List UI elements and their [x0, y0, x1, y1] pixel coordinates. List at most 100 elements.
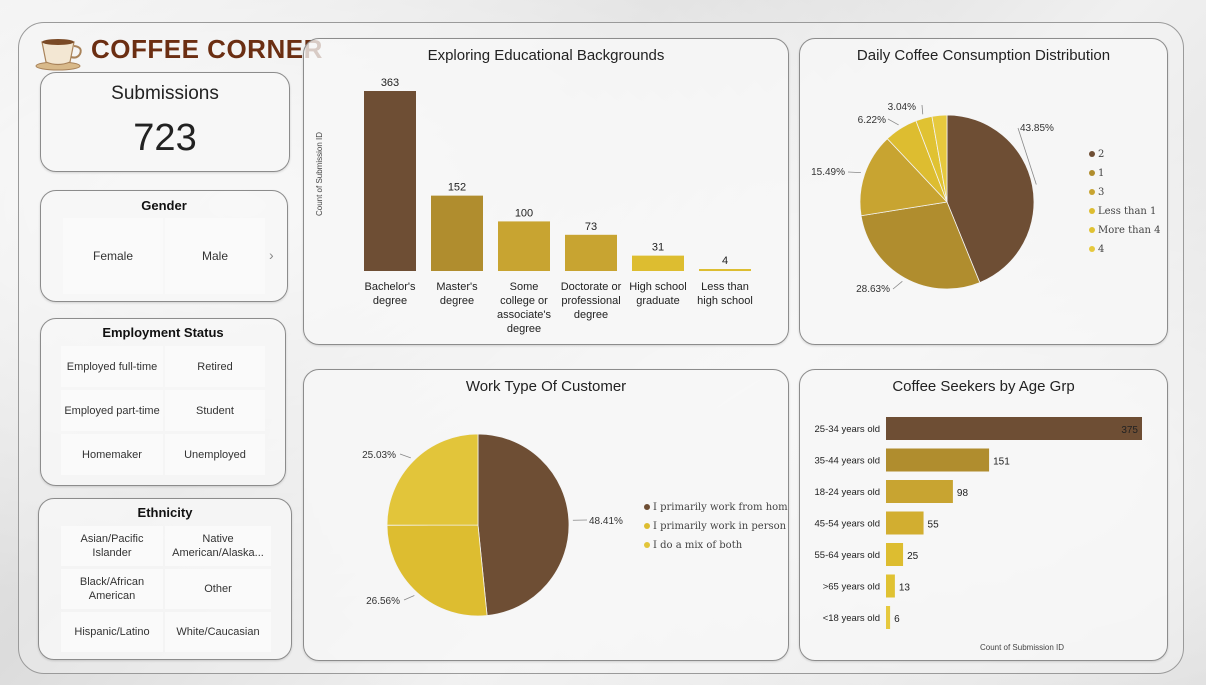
ethnicity-option-hispanic[interactable]: Hispanic/Latino — [61, 612, 163, 652]
employment-option-part-time[interactable]: Employed part-time — [61, 390, 163, 431]
ethnicity-option-native[interactable]: Native American/Alaska... — [165, 526, 271, 566]
consumption-legend-marker — [1089, 189, 1095, 195]
consumption-slice — [859, 138, 948, 217]
submissions-card: Submissions 723 — [40, 72, 290, 172]
education-y-axis-label: Count of Submission ID — [315, 132, 324, 216]
employment-option-homemaker[interactable]: Homemaker — [61, 434, 163, 475]
gender-slicer: Gender Female Male › — [40, 190, 288, 302]
worktype-legend-marker — [644, 504, 650, 510]
brand-title: COFFEE CORNER — [91, 34, 323, 64]
worktype-data-label: 25.03% — [362, 450, 396, 461]
consumption-legend-label: 1 — [1098, 168, 1104, 179]
consumption-legend-marker — [1089, 227, 1095, 233]
ethnicity-option-black[interactable]: Black/African American — [61, 569, 163, 609]
consumption-legend-marker — [1089, 170, 1095, 176]
education-bar — [364, 91, 416, 271]
education-tick-label: High school — [629, 281, 686, 293]
age-bar — [886, 543, 904, 566]
worktype-chart: 48.41% 26.56% 25.03% I primarily work from … — [362, 433, 788, 617]
education-chart: Count of Submission ID 363 Bachelor's degre… — [315, 77, 753, 335]
employment-option-retired[interactable]: Retired — [165, 346, 265, 387]
consumption-leader-line — [921, 104, 924, 115]
consumption-chart-title: Daily Coffee Consumption Distribution — [856, 47, 1111, 64]
worktype-legend-label: I primarily work from home — [653, 502, 788, 513]
submissions-label: Submissions — [111, 83, 219, 104]
consumption-legend-label: 3 — [1098, 187, 1104, 198]
worktype-legend-marker — [644, 523, 650, 529]
consumption-slice — [860, 201, 981, 290]
consumption-data-label: 6.22% — [858, 115, 886, 126]
employment-option-student[interactable]: Student — [165, 390, 265, 431]
worktype-slice — [477, 433, 570, 616]
education-data-label: 363 — [381, 77, 399, 89]
worktype-slice — [386, 433, 479, 526]
worktype-leader-line — [403, 595, 415, 601]
education-tick-label: professional — [561, 295, 620, 307]
education-tick-label: college or — [500, 295, 548, 307]
consumption-legend-label: Less than 1 — [1098, 206, 1156, 217]
worktype-data-label: 26.56% — [366, 596, 400, 607]
ethnicity-option-other[interactable]: Other — [165, 569, 271, 609]
age-tick-label: 45-54 years old — [815, 519, 880, 530]
age-bar — [886, 511, 924, 535]
age-tick-label: >65 years old — [823, 582, 880, 593]
consumption-data-label: 43.85% — [1020, 123, 1054, 134]
education-tick-label: Bachelor's — [364, 281, 416, 293]
submissions-value: 723 — [133, 117, 197, 159]
employment-option-full-time[interactable]: Employed full-time — [61, 346, 163, 387]
education-data-label: 73 — [585, 221, 597, 233]
age-tick-label: 35-44 years old — [815, 456, 880, 467]
age-data-label: 98 — [957, 488, 969, 499]
gender-option-female[interactable]: Female — [63, 218, 163, 294]
education-bar — [431, 195, 483, 271]
consumption-legend-marker — [1089, 246, 1095, 252]
consumption-slice — [931, 114, 948, 203]
age-bar — [886, 606, 891, 629]
education-tick-label: associate's — [497, 309, 552, 321]
ethnicity-title: Ethnicity — [137, 505, 193, 520]
age-chart: 25-34 years old 375 35-44 years old 151 18-2… — [815, 417, 1142, 652]
ethnicity-option-asian[interactable]: Asian/Pacific Islander — [61, 526, 163, 566]
education-bar — [565, 234, 617, 271]
education-tick-label: Doctorate or — [561, 281, 622, 293]
education-tick-label: Less than — [701, 281, 749, 293]
consumption-chart-card: Daily Coffee Consumption Distribution 43… — [799, 38, 1168, 345]
employment-option-unemployed[interactable]: Unemployed — [165, 434, 265, 475]
consumption-leader-line — [892, 280, 903, 290]
chevron-right-icon[interactable]: › — [269, 247, 274, 263]
education-tick-label: high school — [697, 295, 753, 307]
age-chart-title: Coffee Seekers by Age Grp — [892, 378, 1075, 395]
gender-option-male[interactable]: Male — [165, 218, 265, 294]
worktype-leader-line — [399, 453, 411, 459]
worktype-slice — [386, 524, 488, 617]
consumption-leader-line — [1017, 127, 1037, 185]
consumption-data-label: 3.04% — [888, 102, 916, 113]
coffee-cup-icon — [35, 39, 82, 71]
education-tick-label: degree — [574, 309, 608, 321]
education-data-label: 152 — [448, 182, 466, 194]
age-tick-label: 25-34 years old — [815, 424, 880, 435]
age-bar — [886, 448, 990, 472]
age-chart-card: Coffee Seekers by Age Grp 25-34 years ol… — [799, 369, 1168, 661]
ethnicity-option-white[interactable]: White/Caucasian — [165, 612, 271, 652]
age-tick-label: <18 years old — [823, 613, 880, 624]
consumption-data-label: 15.49% — [811, 167, 845, 178]
education-tick-label: Some — [510, 281, 539, 293]
consumption-legend-label: 2 — [1098, 149, 1104, 160]
worktype-legend-marker — [644, 542, 650, 548]
ethnicity-slicer: Ethnicity Asian/Pacific Islander Native … — [38, 498, 292, 660]
consumption-leader-line — [887, 118, 899, 126]
consumption-data-label: 28.63% — [856, 284, 890, 295]
education-bar — [498, 221, 550, 271]
age-bar — [886, 417, 1142, 440]
age-data-label: 25 — [907, 551, 919, 562]
education-bar — [632, 255, 684, 271]
age-bar — [886, 480, 953, 503]
education-data-label: 100 — [515, 207, 533, 219]
education-tick-label: degree — [373, 295, 407, 307]
education-tick-label: degree — [440, 295, 474, 307]
education-tick-label: degree — [507, 323, 541, 335]
education-data-label: 4 — [722, 255, 728, 267]
education-bar — [699, 269, 751, 272]
worktype-chart-title: Work Type Of Customer — [465, 378, 627, 395]
